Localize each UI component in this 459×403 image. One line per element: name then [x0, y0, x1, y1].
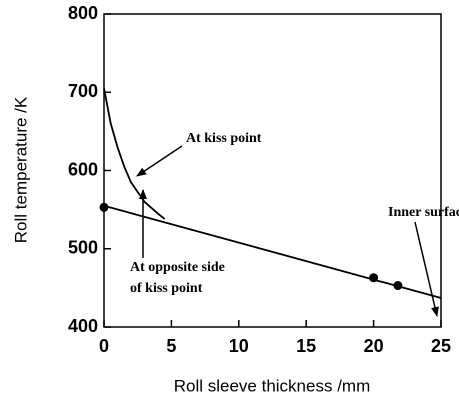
- x-tick-label: 20: [364, 336, 384, 356]
- data-point: [99, 202, 109, 212]
- y-tick-label: 600: [68, 159, 98, 179]
- x-tick-label: 0: [99, 336, 109, 356]
- annotation-arrow: [136, 145, 183, 177]
- plot-frame: [103, 13, 442, 328]
- annotation: At opposite side: [130, 260, 225, 275]
- annotation: Inner surface: [388, 205, 459, 220]
- data-point: [369, 273, 379, 283]
- data-point: [393, 281, 403, 291]
- data-line: [103, 88, 166, 220]
- y-tick-label: 700: [68, 81, 98, 101]
- y-tick-label: 400: [68, 316, 98, 336]
- x-axis-title: Roll sleeve thickness /mm: [174, 376, 371, 395]
- y-axis-title: Roll temperature /K: [11, 96, 30, 243]
- annotation: of kiss point: [130, 281, 203, 296]
- annotation-arrow: [414, 221, 439, 317]
- data-line: [103, 204, 442, 299]
- x-tick-label: 5: [166, 336, 176, 356]
- x-tick-label: 15: [296, 336, 316, 356]
- y-tick-label: 800: [68, 3, 98, 23]
- x-tick-label: 10: [229, 336, 249, 356]
- annotation: At kiss point: [186, 131, 262, 146]
- x-tick-label: 25: [431, 336, 451, 356]
- y-tick-label: 500: [68, 238, 98, 258]
